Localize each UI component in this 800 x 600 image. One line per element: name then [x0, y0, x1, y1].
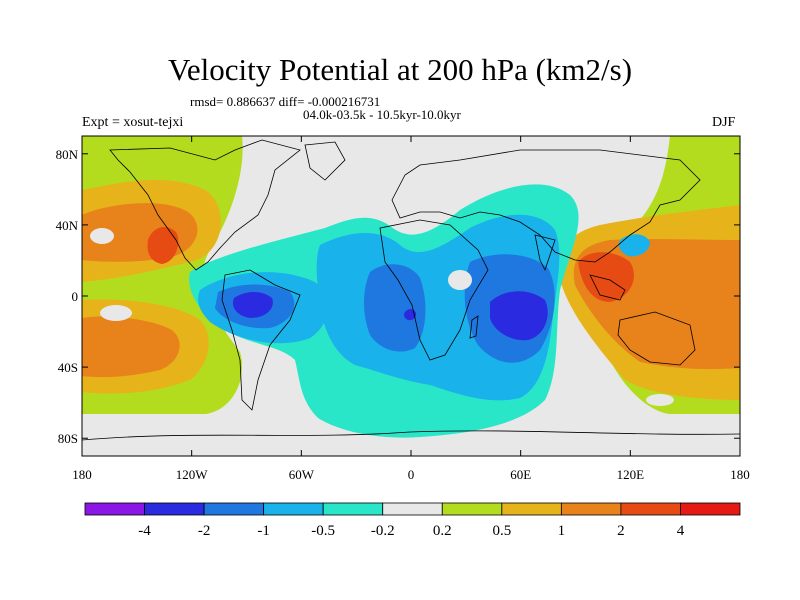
colorbar-label: -2 [198, 523, 211, 539]
y-tick-label: 80S [58, 431, 78, 446]
x-tick-label: 120W [176, 467, 209, 482]
colorbar-box [441, 502, 503, 516]
x-tick-label: 0 [408, 467, 415, 482]
coastlines [82, 139, 740, 441]
season-label: DJF [712, 115, 736, 130]
colorbar-box [144, 502, 205, 516]
stats-label: rmsd= 0.886637 diff= -0.000216731 [190, 94, 381, 109]
x-tick-label: 60E [510, 467, 531, 482]
colorbar-label: 1 [558, 523, 566, 539]
colorbar-box [501, 502, 562, 516]
colorbar-label: 2 [617, 523, 625, 539]
colorbar-box [263, 502, 324, 516]
x-tick-label: 180 [730, 467, 750, 482]
x-tick-label: 180 [72, 467, 92, 482]
colorbar-label: 4 [677, 523, 685, 539]
experiment-label: Expt = xosut-tejxi [82, 115, 184, 130]
y-tick-label: 40S [58, 360, 78, 375]
colorbar-box [382, 502, 443, 516]
velocity-potential-field [82, 136, 740, 456]
axis-ticks: 80N 40N 0 40S 80S 180 120W 60W 0 60E 120E 180 [56, 136, 750, 482]
colorbar-label: 0.2 [433, 523, 452, 539]
colorbar-label: -4 [138, 523, 151, 539]
period-label: 04.0k-03.5k - 10.5kyr-10.0kyr [303, 107, 461, 122]
colorbar-label: -1 [257, 523, 270, 539]
colorbar-box [560, 502, 622, 516]
y-tick-label: 0 [72, 289, 79, 304]
x-tick-label: 60W [289, 467, 315, 482]
colorbar-box [84, 502, 145, 516]
colorbar-label: -0.2 [371, 523, 395, 539]
colorbar-box [680, 502, 741, 516]
y-tick-label: 40N [56, 218, 79, 233]
colorbar-box [322, 502, 384, 516]
colorbar-box [203, 502, 265, 516]
y-tick-label: 80N [56, 147, 79, 162]
figure-title: Velocity Potential at 200 hPa (km2/s) [167, 52, 633, 87]
colorbar-box [620, 502, 681, 516]
colorbar-label: 0.5 [492, 523, 511, 539]
colorbar: -4 -2 -1 -0.5 -0.2 0.2 0.5 1 2 4 [84, 502, 741, 539]
colorbar-label: -0.5 [311, 523, 335, 539]
x-tick-label: 120E [617, 467, 645, 482]
